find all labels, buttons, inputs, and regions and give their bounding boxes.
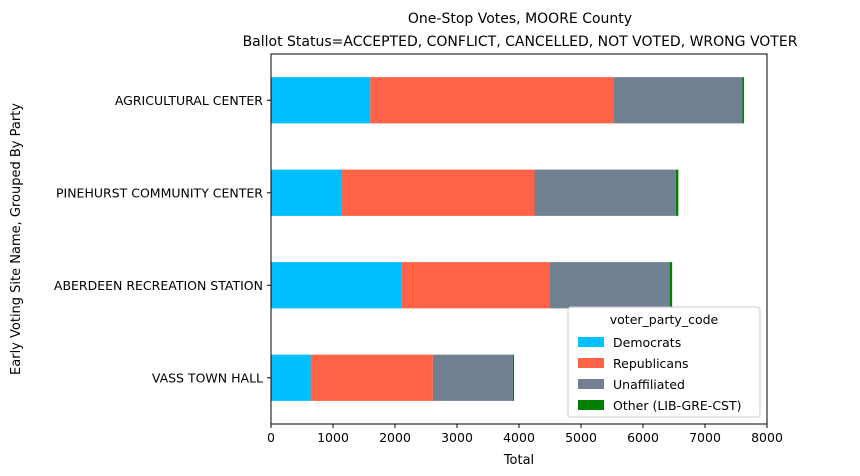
x-tick-label: 5000 xyxy=(565,430,597,445)
bar-republicans-3 xyxy=(310,354,433,401)
legend-swatch xyxy=(578,379,604,389)
x-tick-label: 8000 xyxy=(751,430,783,445)
bar-republicans-2 xyxy=(401,262,550,309)
bar-unaffiliated-3 xyxy=(432,354,513,401)
x-axis: 0 1000 2000 3000 4000 5000 6000 7000 8000 xyxy=(267,424,783,445)
y-tick-label: AGRICULTURAL CENTER xyxy=(115,93,263,108)
legend-swatch xyxy=(578,400,604,410)
chart-title: One-Stop Votes, MOORE County xyxy=(408,11,632,27)
legend-swatch xyxy=(578,358,604,368)
bar-republicans-1 xyxy=(341,169,535,216)
x-tick-label: 0 xyxy=(267,430,275,445)
bar-unaffiliated-2 xyxy=(550,262,670,309)
chart-subtitle: Ballot Status=ACCEPTED, CONFLICT, CANCEL… xyxy=(243,34,798,50)
bar-unaffiliated-0 xyxy=(613,77,743,124)
bar-other-lib-gre-cst--1 xyxy=(675,169,679,216)
y-axis: AGRICULTURAL CENTER PINEHURST COMMUNITY C… xyxy=(54,93,271,385)
x-tick-label: 3000 xyxy=(441,430,473,445)
y-tick-label: PINEHURST COMMUNITY CENTER xyxy=(56,185,263,200)
bar-democrats-2 xyxy=(271,262,402,309)
legend-box xyxy=(567,306,761,418)
bar-democrats-3 xyxy=(271,354,311,401)
y-axis-label: Early Voting Site Name, Grouped By Party xyxy=(9,103,24,375)
bars-group xyxy=(271,77,745,401)
bar-republicans-0 xyxy=(370,77,614,124)
bar-other-lib-gre-cst--2 xyxy=(669,262,673,309)
x-tick-label: 2000 xyxy=(379,430,411,445)
legend-title: voter_party_code xyxy=(610,312,719,327)
x-tick-label: 7000 xyxy=(689,430,721,445)
bar-unaffiliated-1 xyxy=(534,169,676,216)
x-tick-label: 1000 xyxy=(317,430,349,445)
x-tick-label: 6000 xyxy=(627,430,659,445)
y-tick-label: ABERDEEN RECREATION STATION xyxy=(54,278,263,293)
y-tick-label: VASS TOWN HALL xyxy=(152,370,263,385)
legend-label: Other (LIB-GRE-CST) xyxy=(613,398,742,413)
legend: voter_party_code Democrats Republicans Unaf… xyxy=(567,306,761,418)
legend-swatch xyxy=(578,337,604,347)
legend-label: Republicans xyxy=(613,356,689,371)
bar-democrats-1 xyxy=(271,169,342,216)
bar-democrats-0 xyxy=(271,77,371,124)
x-axis-label: Total xyxy=(503,453,534,468)
legend-label: Democrats xyxy=(613,335,681,350)
legend-label: Unaffiliated xyxy=(613,377,685,392)
x-tick-label: 4000 xyxy=(503,430,535,445)
bar-other-lib-gre-cst--3 xyxy=(512,354,515,401)
bar-other-lib-gre-cst--0 xyxy=(742,77,745,124)
